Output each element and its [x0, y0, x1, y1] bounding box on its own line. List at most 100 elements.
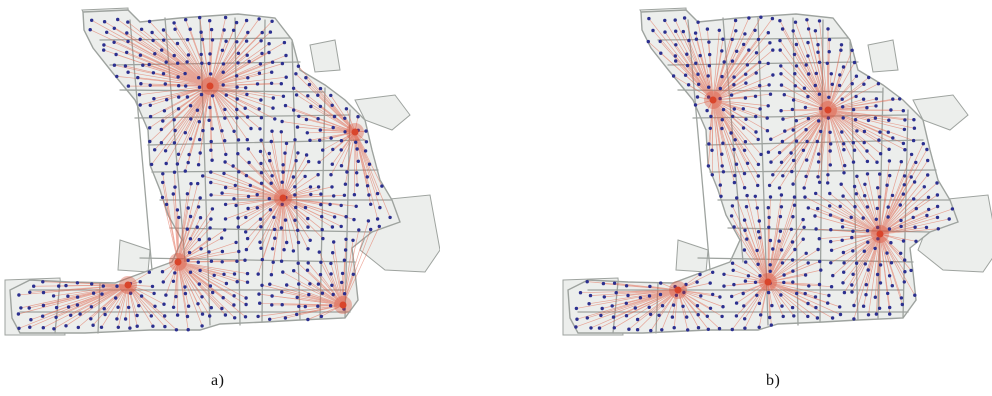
demand-point [235, 97, 239, 101]
assignment-link [627, 289, 679, 296]
assignment-link [282, 197, 342, 227]
assignment-link [177, 238, 191, 263]
demand-point [817, 237, 821, 241]
assignment-link [827, 74, 841, 111]
demand-point [17, 326, 21, 330]
demand-point [89, 305, 94, 309]
assignment-link [637, 289, 679, 330]
demand-point [364, 129, 368, 133]
demand-point [342, 258, 347, 262]
demand-point [28, 290, 32, 294]
demand-point [720, 118, 724, 122]
demand-point [152, 97, 156, 101]
demand-point [152, 291, 156, 296]
facility-hub [339, 301, 347, 309]
assignment-link [712, 99, 759, 165]
demand-point [280, 202, 284, 207]
assignment-link [723, 273, 769, 283]
demand-point [742, 248, 747, 252]
assignment-link [260, 197, 284, 249]
demand-point [720, 74, 724, 79]
demand-point [199, 30, 203, 34]
demand-point [816, 247, 820, 252]
street [709, 169, 937, 173]
demand-point [854, 261, 859, 265]
assignment-link [282, 193, 321, 199]
demand-point [351, 272, 355, 276]
demand-point [259, 116, 264, 120]
demand-point [259, 246, 263, 250]
demand-point [789, 151, 793, 155]
demand-point [234, 203, 238, 208]
demand-point [711, 270, 715, 274]
demand-point [161, 280, 165, 284]
demand-point [850, 48, 854, 52]
demand-point [721, 107, 726, 112]
demand-point [729, 93, 734, 97]
demand-point [196, 163, 201, 167]
demand-point [708, 306, 713, 310]
demand-point [292, 108, 296, 112]
demand-point [681, 304, 685, 308]
demand-point [851, 141, 855, 145]
demand-point [734, 162, 739, 166]
demand-point [235, 116, 239, 120]
demand-point [279, 259, 284, 263]
demand-point [841, 250, 846, 255]
assignment-link [817, 109, 829, 177]
demand-point [806, 116, 811, 121]
demand-point [316, 304, 320, 308]
demand-point [674, 59, 678, 63]
demand-point [296, 261, 300, 265]
demand-point [195, 108, 200, 112]
assignment-link [354, 131, 378, 220]
assignment-link [150, 85, 211, 106]
assignment-link [626, 285, 679, 291]
assignment-link [675, 44, 714, 101]
demand-point [309, 192, 313, 197]
demand-point [638, 296, 643, 300]
demand-point [867, 75, 871, 80]
demand-point [233, 316, 237, 320]
demand-point [806, 94, 810, 99]
demand-point [674, 29, 678, 33]
demand-point [756, 262, 760, 266]
demand-point [925, 213, 929, 218]
assignment-link [677, 271, 713, 291]
demand-point [768, 269, 772, 273]
demand-point [697, 82, 701, 87]
demand-point [876, 82, 881, 86]
demand-point [316, 173, 320, 177]
assignment-link [177, 228, 188, 263]
demand-point [849, 215, 853, 219]
demand-point [721, 37, 725, 41]
facility-hub [764, 278, 772, 286]
assignment-link [827, 109, 845, 150]
demand-point [309, 104, 313, 109]
demand-point [901, 141, 906, 146]
demand-point [317, 160, 321, 164]
demand-point [151, 71, 156, 75]
demand-point [224, 93, 228, 97]
demand-point [730, 261, 735, 265]
assignment-link [246, 175, 284, 199]
demand-point [237, 249, 241, 254]
demand-point [185, 95, 190, 99]
demand-point [281, 170, 285, 174]
demand-point [281, 163, 285, 167]
demand-point [853, 205, 857, 209]
demand-point [270, 303, 274, 307]
assignment-link [272, 197, 284, 249]
demand-point [258, 301, 262, 305]
assignment-link [832, 233, 881, 276]
demand-point [345, 170, 349, 174]
demand-point [768, 315, 772, 320]
demand-point [195, 225, 199, 229]
assignment-link [354, 131, 391, 218]
demand-point [196, 181, 200, 186]
demand-point [291, 175, 296, 179]
assignment-link [879, 233, 917, 242]
assignment-link [307, 262, 344, 306]
demand-point [912, 197, 916, 201]
demand-point [220, 249, 225, 254]
